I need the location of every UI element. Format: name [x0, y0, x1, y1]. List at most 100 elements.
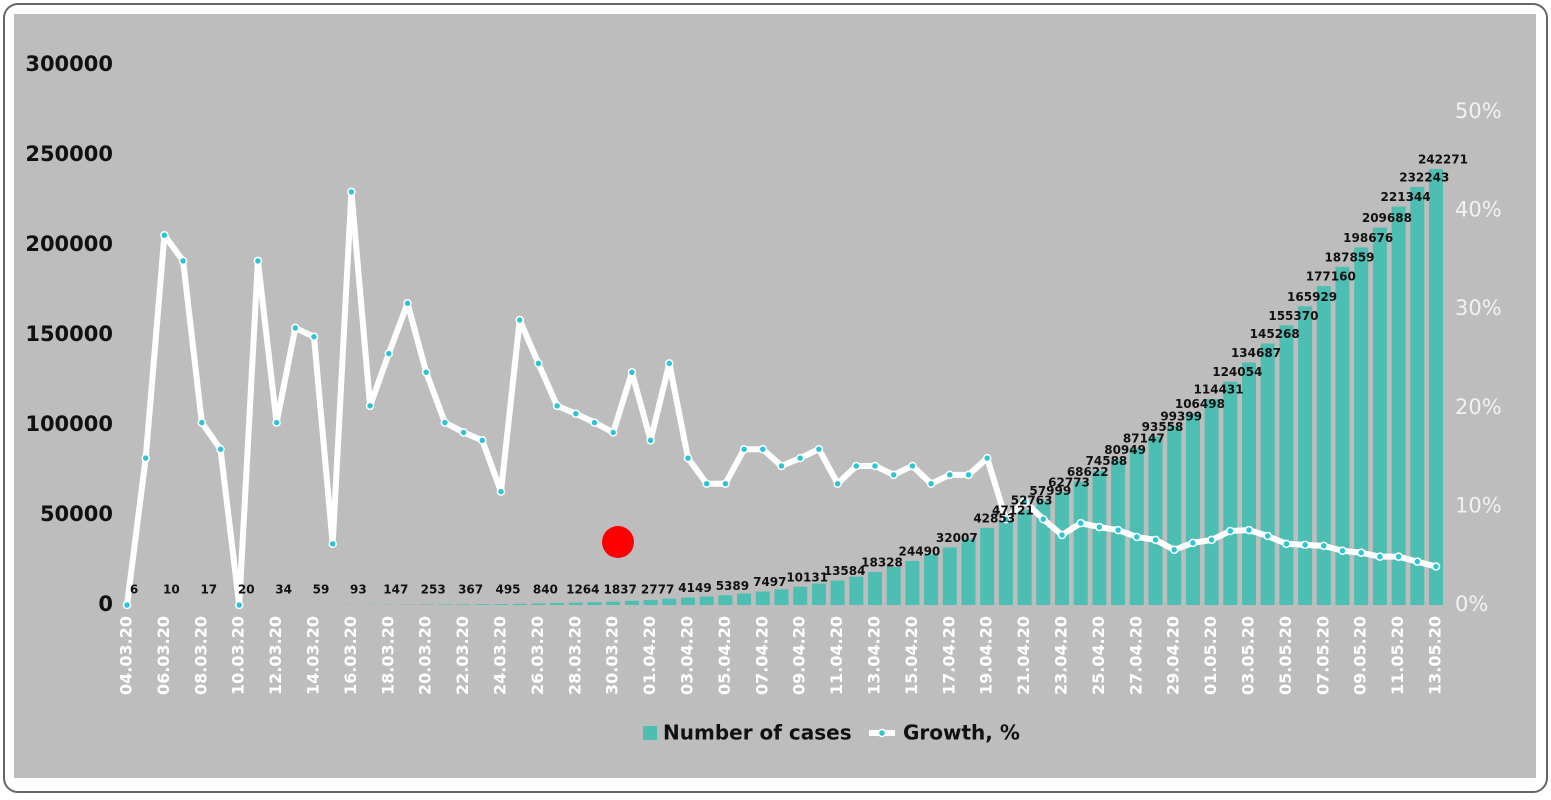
line-marker: [142, 455, 149, 462]
data-label: 242271: [1418, 152, 1468, 166]
line-marker: [1189, 539, 1196, 546]
x-tick-label: 09.05.20: [1351, 616, 1370, 695]
bar: [513, 604, 527, 605]
line-marker: [909, 462, 916, 469]
x-tick-label: 04.03.20: [117, 616, 136, 695]
bar: [644, 600, 658, 605]
data-label: 177160: [1306, 270, 1356, 284]
bar: [438, 604, 452, 605]
line-marker: [498, 488, 505, 495]
line-marker: [1302, 541, 1309, 548]
legend-label: Number of cases: [663, 721, 852, 745]
line-marker: [516, 317, 523, 324]
data-label: 232243: [1399, 170, 1449, 184]
data-label: 10: [163, 583, 180, 597]
line-marker: [591, 419, 598, 426]
line-marker: [834, 480, 841, 487]
data-label: 187859: [1324, 250, 1374, 264]
bar: [905, 561, 919, 605]
data-label: 840: [533, 583, 558, 597]
bar: [1410, 187, 1424, 605]
x-tick-label: 22.03.20: [453, 616, 472, 695]
x-tick-label: 01.05.20: [1201, 616, 1220, 695]
y2-tick-label: 40%: [1455, 198, 1502, 222]
line-marker: [1208, 536, 1215, 543]
x-tick-label: 09.04.20: [790, 616, 809, 695]
data-label: 209688: [1362, 211, 1412, 225]
line-marker: [666, 360, 673, 367]
line-marker: [460, 429, 467, 436]
data-label: 198676: [1343, 231, 1393, 245]
y-tick-label: 150000: [25, 322, 113, 346]
line-marker: [180, 257, 187, 264]
line-marker: [778, 462, 785, 469]
data-label: 99399: [1160, 410, 1202, 424]
line-marker: [217, 446, 224, 453]
line-marker: [797, 455, 804, 462]
data-label: 165929: [1287, 290, 1337, 304]
y2-tick-label: 0%: [1455, 592, 1488, 616]
line-marker: [685, 455, 692, 462]
line-marker: [872, 462, 879, 469]
line-marker: [254, 257, 261, 264]
line-marker: [441, 419, 448, 426]
line-marker: [1433, 563, 1440, 570]
bar: [1130, 448, 1144, 605]
data-label: 4149: [678, 581, 711, 595]
bar: [494, 604, 508, 605]
x-tick-label: 27.04.20: [1126, 616, 1145, 695]
bar: [962, 539, 976, 605]
line-marker: [1246, 527, 1253, 534]
y2-tick-label: 30%: [1455, 296, 1502, 320]
bar: [756, 592, 770, 605]
bar: [812, 584, 826, 605]
line-marker: [984, 455, 991, 462]
data-label: 253: [421, 583, 446, 597]
line-marker: [1115, 527, 1122, 534]
data-label: 10131: [786, 570, 828, 584]
bar: [831, 581, 845, 605]
x-tick-label: 24.03.20: [491, 616, 510, 695]
bar: [569, 603, 583, 605]
line-marker: [479, 437, 486, 444]
red-dot: [602, 526, 634, 558]
bar: [737, 594, 751, 605]
x-tick-label: 19.04.20: [977, 616, 996, 695]
line-marker: [273, 419, 280, 426]
legend-swatch: [643, 726, 657, 740]
bar: [980, 528, 994, 605]
x-tick-label: 21.04.20: [1014, 616, 1033, 695]
bar: [1392, 207, 1406, 605]
bar: [1018, 510, 1032, 605]
x-tick-label: 13.04.20: [865, 616, 884, 695]
bar: [1055, 492, 1069, 605]
x-tick-label: 13.05.20: [1426, 616, 1445, 695]
data-label: 13584: [824, 564, 866, 578]
line-marker: [1040, 516, 1047, 523]
bar: [1074, 481, 1088, 605]
line-marker: [423, 369, 430, 376]
data-label: 221344: [1381, 190, 1431, 204]
line-marker: [1339, 547, 1346, 554]
bar: [662, 599, 676, 605]
data-label: 495: [495, 583, 520, 597]
line-marker: [928, 480, 935, 487]
x-tick-label: 07.05.20: [1313, 616, 1332, 695]
line-marker: [965, 471, 972, 478]
data-label: 32007: [936, 531, 978, 545]
line-marker: [329, 540, 336, 547]
data-label: 18328: [861, 556, 903, 570]
bar: [1092, 471, 1106, 605]
line-marker: [1077, 520, 1084, 527]
x-tick-label: 23.04.20: [1052, 616, 1071, 695]
line-marker: [161, 232, 168, 239]
line-marker: [1320, 542, 1327, 549]
line-marker: [404, 300, 411, 307]
bar: [625, 601, 639, 605]
line-marker: [572, 410, 579, 417]
bar: [1205, 399, 1219, 605]
y-tick-label: 200000: [25, 232, 113, 256]
line-marker: [853, 462, 860, 469]
x-tick-label: 08.03.20: [191, 616, 210, 695]
data-label: 6: [130, 583, 138, 597]
